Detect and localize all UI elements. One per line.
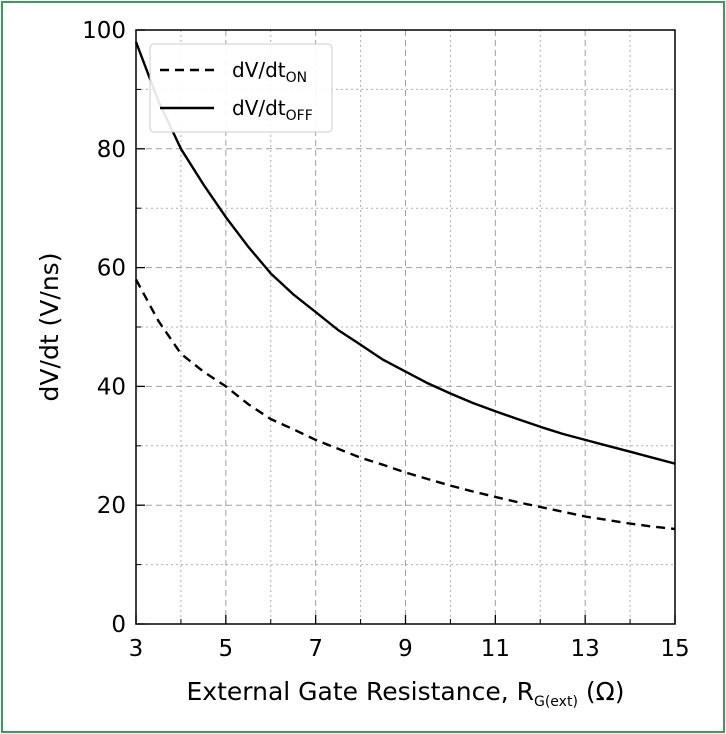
x-tick-label: 9 bbox=[398, 636, 413, 662]
x-axis-title-subscript: G(ext) bbox=[534, 694, 578, 710]
x-tick-label: 13 bbox=[571, 636, 600, 662]
y-tick-label: 100 bbox=[82, 18, 126, 44]
x-axis-title-main: External Gate Resistance, R bbox=[187, 677, 534, 706]
x-tick-label: 15 bbox=[660, 636, 689, 662]
major-grid bbox=[136, 30, 675, 624]
y-tick-label: 60 bbox=[97, 256, 126, 282]
y-tick-label: 40 bbox=[97, 374, 126, 400]
x-tick-label: 7 bbox=[308, 636, 323, 662]
y-tick-label: 20 bbox=[97, 493, 126, 519]
y-axis-title: dV/dt (V/ns) bbox=[35, 253, 64, 402]
y-tick-labels: 0 20 40 60 80 100 bbox=[82, 18, 126, 638]
legend-label-on-main: dV/dt bbox=[232, 58, 286, 82]
x-tick-labels: 3 5 7 9 11 13 15 bbox=[129, 636, 690, 662]
series-line-dvdt-on bbox=[134, 278, 676, 531]
legend-label-on: dV/dtON bbox=[232, 58, 307, 86]
legend: dV/dtON dV/dtOFF bbox=[149, 43, 333, 133]
legend-label-on-subscript: ON bbox=[286, 70, 308, 86]
series-layer bbox=[134, 41, 676, 531]
x-axis-title-unit: (Ω) bbox=[578, 677, 625, 706]
legend-label-off: dV/dtOFF bbox=[232, 96, 313, 124]
series-line-dvdt-off bbox=[134, 41, 676, 465]
y-tick-label: 0 bbox=[111, 612, 126, 638]
x-tick-label: 3 bbox=[129, 636, 144, 662]
minor-grid bbox=[136, 30, 675, 624]
legend-label-off-main: dV/dt bbox=[232, 96, 286, 120]
y-tick-label: 80 bbox=[97, 137, 126, 163]
tick-marks bbox=[135, 29, 676, 625]
legend-label-off-subscript: OFF bbox=[286, 108, 313, 124]
legend-box bbox=[149, 43, 333, 133]
x-tick-label: 11 bbox=[481, 636, 510, 662]
x-axis-title: External Gate Resistance, RG(ext) (Ω) bbox=[187, 677, 625, 710]
x-tick-label: 5 bbox=[219, 636, 234, 662]
